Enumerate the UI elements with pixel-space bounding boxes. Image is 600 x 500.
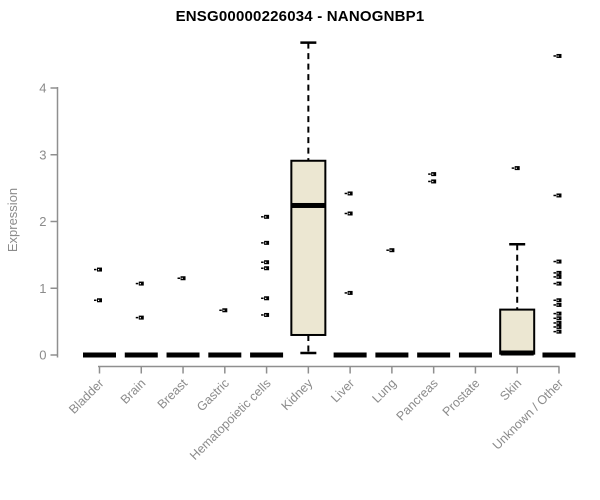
outlier-point <box>261 296 270 301</box>
median-line <box>250 352 284 358</box>
x-tick-label-unknown-other: Unknown / Other <box>490 376 566 452</box>
outlier-point <box>553 316 562 321</box>
outlier-point <box>94 298 102 303</box>
outlier-point <box>428 179 437 184</box>
iqr-box <box>499 308 536 355</box>
x-tick-label-hematopoietic-cells: Hematopoietic cells <box>187 376 274 463</box>
y-tick-label: 4 <box>39 81 46 96</box>
outlier-point <box>219 308 228 313</box>
median-line <box>542 352 576 358</box>
x-tick-label-gastric: Gastric <box>194 376 232 414</box>
outlier-point <box>94 267 102 272</box>
x-tick-label-pancreas: Pancreas <box>394 376 441 423</box>
x-tick-label-prostate: Prostate <box>440 376 483 419</box>
outlier-point <box>553 302 562 307</box>
box-group-gastric <box>208 308 242 358</box>
outlier-point <box>553 324 562 329</box>
outlier-point <box>386 248 395 253</box>
median-line <box>458 352 492 358</box>
x-tick-label-kidney: Kidney <box>279 376 316 413</box>
outlier-point <box>553 270 562 275</box>
outlier-point <box>261 214 270 219</box>
box-group-prostate <box>458 352 492 358</box>
y-tick-label: 2 <box>39 214 46 229</box>
x-tick-label-liver: Liver <box>328 376 357 405</box>
box-group-bladder <box>83 267 116 358</box>
outlier-point <box>553 311 562 316</box>
x-tick-label-breast: Breast <box>155 376 191 412</box>
outlier-point <box>553 298 562 303</box>
x-tick-label-brain: Brain <box>118 376 149 407</box>
x-tick-label-skin: Skin <box>497 376 524 403</box>
median-line <box>500 350 534 356</box>
outlier-point <box>511 166 520 171</box>
outlier-point <box>344 211 353 216</box>
y-tick-label: 0 <box>39 348 46 363</box>
outlier-point <box>177 276 186 281</box>
y-tick-label: 3 <box>39 147 46 162</box>
median-line <box>375 352 409 358</box>
outlier-point <box>135 281 144 286</box>
box-group-breast <box>166 276 200 358</box>
outlier-point <box>553 53 562 58</box>
box-group-liver <box>333 191 367 358</box>
y-axis-label: Expression <box>5 187 20 253</box>
outlier-point <box>135 315 144 320</box>
outlier-point <box>344 290 353 295</box>
median-line <box>83 352 116 358</box>
x-tick-label-bladder: Bladder <box>66 376 106 416</box>
outlier-point <box>553 259 562 264</box>
median-line <box>417 352 451 358</box>
outlier-point <box>261 266 270 271</box>
box-group-pancreas <box>417 172 451 358</box>
box-group-kidney <box>290 41 327 355</box>
outlier-point <box>261 312 270 317</box>
iqr-box <box>290 159 327 336</box>
median-line <box>208 352 242 358</box>
box-group-lung <box>375 248 409 358</box>
outlier-point <box>261 240 270 245</box>
outlier-point <box>553 329 562 334</box>
outlier-point <box>553 193 562 198</box>
y-tick-label: 1 <box>39 281 46 296</box>
outlier-point <box>428 172 437 177</box>
median-line <box>166 352 200 358</box>
outlier-point <box>553 320 562 325</box>
outlier-point <box>261 260 270 265</box>
median-line <box>124 352 158 358</box>
box-group-brain <box>124 281 158 358</box>
outlier-point <box>553 281 562 286</box>
x-tick-label-lung: Lung <box>369 376 399 406</box>
box-group-skin <box>499 166 536 356</box>
median-line <box>333 352 367 358</box>
chart-title: ENSG00000226034 - NANOGNBP1 <box>175 8 425 25</box>
box-group-unknown-other <box>542 53 576 358</box>
box-group-hematopoietic-cells <box>250 214 284 358</box>
outlier-point <box>344 191 353 196</box>
outlier-point <box>553 274 562 279</box>
median-line <box>291 202 325 208</box>
